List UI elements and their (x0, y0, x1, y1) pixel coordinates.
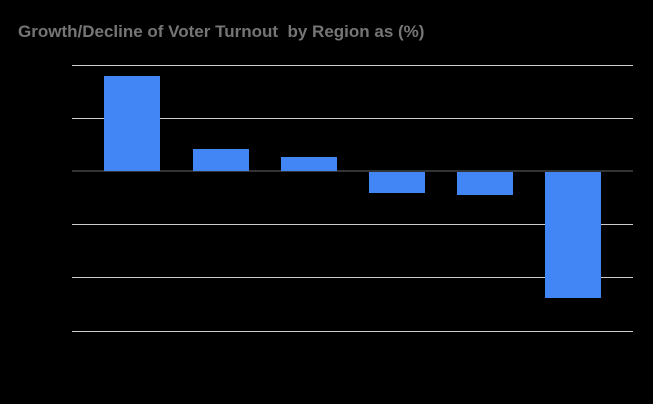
gridline (72, 277, 633, 279)
gridline (72, 117, 633, 119)
gridline (72, 64, 633, 66)
bar[interactable] (104, 75, 161, 172)
bar[interactable] (192, 149, 249, 172)
gridline (72, 224, 633, 226)
zero-baseline (72, 170, 633, 173)
chart-title: Growth/Decline of Voter Turnout by Regio… (18, 22, 425, 41)
bar[interactable] (545, 172, 602, 298)
bar[interactable] (280, 156, 337, 172)
bar[interactable] (457, 172, 514, 195)
bar[interactable] (369, 172, 425, 193)
gridline (72, 330, 633, 332)
